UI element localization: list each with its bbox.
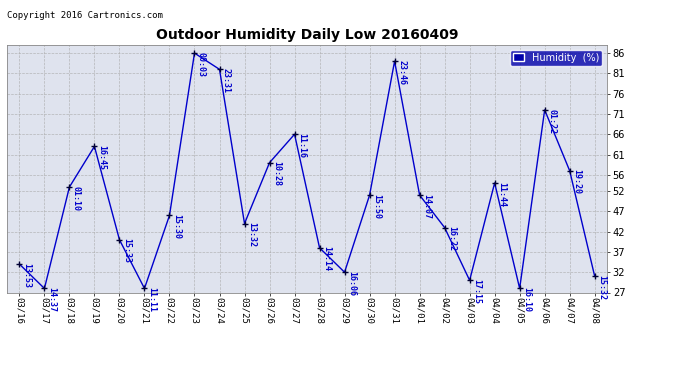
Text: 15:32: 15:32 [597,275,606,300]
Title: Outdoor Humidity Daily Low 20160409: Outdoor Humidity Daily Low 20160409 [156,28,458,42]
Text: 16:10: 16:10 [522,287,531,312]
Text: 19:20: 19:20 [572,170,581,194]
Text: 13:32: 13:32 [247,222,256,247]
Text: 23:31: 23:31 [222,68,231,93]
Text: 11:11: 11:11 [147,287,156,312]
Text: 14:07: 14:07 [422,194,431,219]
Legend: Humidity  (%): Humidity (%) [510,50,602,66]
Text: Copyright 2016 Cartronics.com: Copyright 2016 Cartronics.com [7,11,163,20]
Text: 17:15: 17:15 [472,279,481,304]
Text: 23:46: 23:46 [397,60,406,85]
Text: 16:06: 16:06 [347,271,356,296]
Text: 15:30: 15:30 [172,214,181,239]
Text: 00:03: 00:03 [197,52,206,77]
Text: 15:33: 15:33 [122,238,131,263]
Text: 14:14: 14:14 [322,246,331,272]
Text: 01:10: 01:10 [72,186,81,211]
Text: 16:22: 16:22 [447,226,456,251]
Text: 13:53: 13:53 [22,263,31,288]
Text: 10:28: 10:28 [272,161,281,186]
Text: 11:16: 11:16 [297,133,306,158]
Text: 14:37: 14:37 [47,287,56,312]
Text: 11:44: 11:44 [497,182,506,207]
Text: 16:45: 16:45 [97,145,106,170]
Text: 15:50: 15:50 [372,194,381,219]
Text: 01:22: 01:22 [547,108,556,134]
